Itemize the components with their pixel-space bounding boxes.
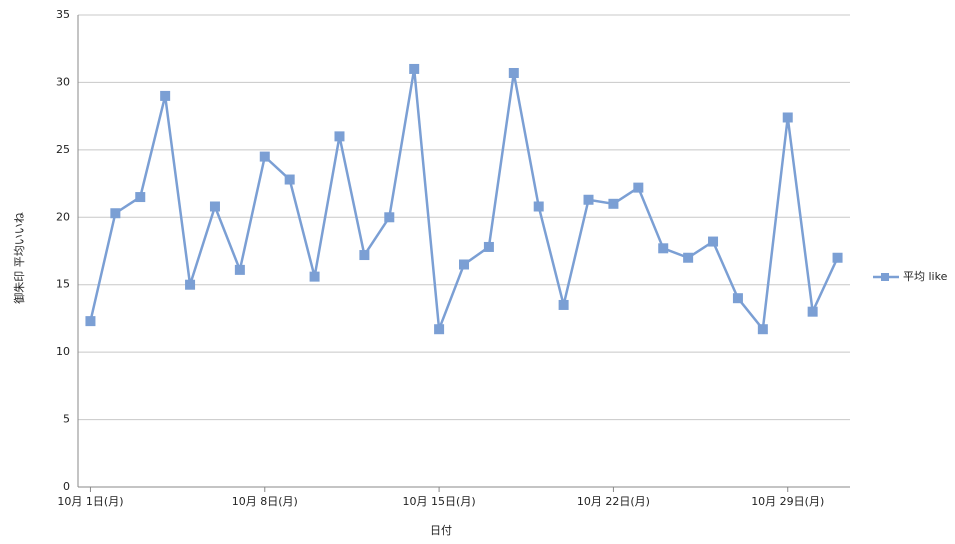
marker [508, 67, 519, 78]
marker [732, 293, 743, 304]
y-tick-label: 25 [56, 143, 70, 156]
y-tick-label: 0 [63, 480, 70, 493]
y-tick-label: 20 [56, 210, 70, 223]
marker [160, 90, 171, 101]
marker [583, 194, 594, 205]
x-tick-label: 10月 29日(月) [751, 495, 824, 508]
marker [558, 299, 569, 310]
marker [832, 252, 843, 263]
x-tick-label: 10月 22日(月) [577, 495, 650, 508]
marker [807, 306, 818, 317]
marker [85, 316, 96, 327]
x-tick-label: 10月 15日(月) [403, 495, 476, 508]
marker [782, 112, 793, 123]
y-tick-label: 30 [56, 75, 70, 88]
y-tick-label: 10 [56, 345, 70, 358]
legend-label: 平均 like [903, 270, 948, 283]
legend-marker [881, 273, 889, 281]
marker [309, 271, 320, 282]
marker [259, 151, 270, 162]
y-tick-label: 15 [56, 278, 70, 291]
marker [209, 201, 220, 212]
marker [185, 279, 196, 290]
marker [334, 131, 345, 142]
marker [483, 241, 494, 252]
x-axis-label: 日付 [430, 524, 452, 537]
marker [359, 250, 370, 261]
x-tick-label: 10月 1日(月) [57, 495, 123, 508]
marker [409, 63, 420, 74]
marker [135, 192, 146, 203]
y-axis-label: 御朱印 平均いいね [12, 212, 26, 304]
marker [384, 212, 395, 223]
marker [110, 208, 121, 219]
marker [434, 324, 445, 335]
line [89, 68, 839, 333]
y-tick-label: 5 [63, 413, 70, 426]
marker [708, 236, 719, 247]
marker [284, 174, 295, 185]
x-tick-label: 10月 8日(月) [232, 495, 298, 508]
marker [608, 198, 619, 209]
marker [234, 264, 245, 275]
marker [633, 182, 644, 193]
marker [533, 201, 544, 212]
marker [459, 259, 469, 270]
marker [658, 243, 669, 254]
y-tick-label: 35 [56, 8, 70, 21]
marker [683, 252, 694, 263]
marker [757, 324, 768, 335]
